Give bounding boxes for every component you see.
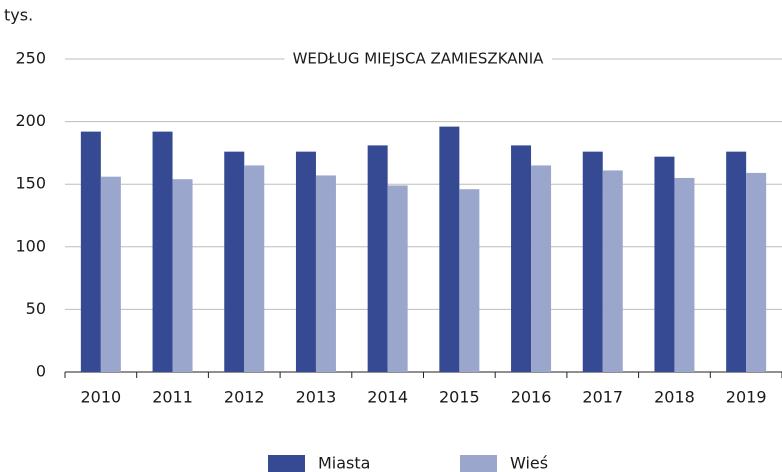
chart-title: WEDŁUG MIEJSCA ZAMIESZKANIA xyxy=(293,50,545,68)
y-tick-label: 200 xyxy=(15,111,46,130)
bar xyxy=(387,185,408,372)
y-tick-label: 250 xyxy=(15,49,46,68)
bar xyxy=(459,189,480,372)
x-tick-label: 2010 xyxy=(80,388,121,407)
y-tick-label: 50 xyxy=(26,299,46,318)
bar xyxy=(224,151,245,372)
bar xyxy=(100,176,121,372)
x-tick-label: 2014 xyxy=(367,388,408,407)
y-tick-label: 150 xyxy=(15,174,46,193)
x-tick-label: 2016 xyxy=(511,388,552,407)
bar xyxy=(726,151,747,372)
bar xyxy=(511,145,532,372)
bar xyxy=(654,156,675,372)
bar xyxy=(172,179,193,372)
y-axis-label: tys. xyxy=(4,6,33,25)
bar xyxy=(80,131,101,372)
x-tick-label: 2018 xyxy=(654,388,695,407)
bar xyxy=(602,170,623,372)
legend-swatch xyxy=(460,455,497,472)
x-tick-label: 2011 xyxy=(152,388,193,407)
y-tick-label: 0 xyxy=(36,362,46,381)
y-tick-label: 100 xyxy=(15,236,46,255)
x-tick-label: 2017 xyxy=(582,388,623,407)
bar xyxy=(439,126,460,372)
bar xyxy=(315,175,336,372)
bar xyxy=(746,172,767,372)
bar xyxy=(531,165,552,372)
bar xyxy=(244,165,265,372)
legend-swatch xyxy=(268,455,305,472)
bar xyxy=(674,177,695,372)
legend-label: Wieś xyxy=(510,454,548,472)
x-tick-label: 2015 xyxy=(439,388,480,407)
bar xyxy=(295,151,316,372)
bar xyxy=(152,131,173,372)
bar xyxy=(582,151,603,372)
x-tick-label: 2019 xyxy=(726,388,767,407)
x-tick-label: 2013 xyxy=(296,388,337,407)
legend-label: Miasta xyxy=(318,454,370,472)
x-tick-label: 2012 xyxy=(224,388,265,407)
bar xyxy=(367,145,388,372)
